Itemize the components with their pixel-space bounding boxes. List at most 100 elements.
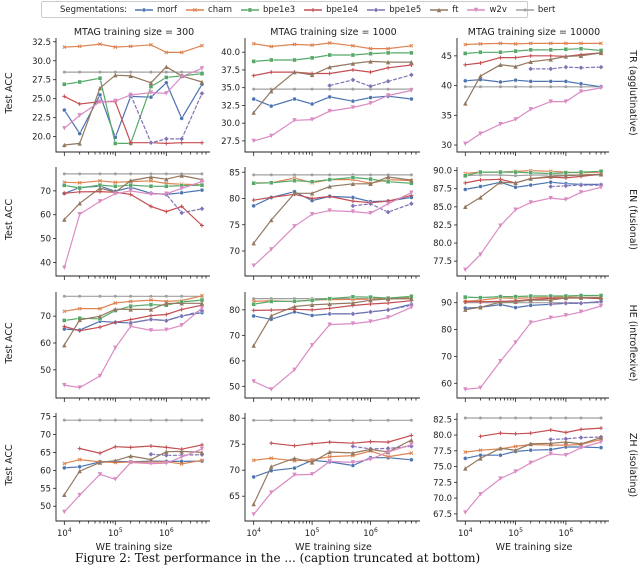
data-point-bert <box>129 294 133 298</box>
data-point-bert <box>252 418 256 422</box>
series-bpe1e3 <box>463 46 604 56</box>
data-point-w2v <box>148 90 154 95</box>
series-line-bpe1e4 <box>79 444 203 454</box>
data-point-bpe1e5 <box>350 443 356 450</box>
data-point-w2v <box>97 472 103 477</box>
data-point-bert <box>98 172 102 176</box>
column-title: MTAG training size = 300 <box>74 27 194 38</box>
data-point-bert <box>514 416 518 420</box>
data-point-bpe1e5 <box>385 209 391 215</box>
data-point-morf <box>409 457 414 462</box>
data-point-ft <box>463 204 468 210</box>
data-point-morf <box>251 313 256 319</box>
data-point-bpe1e3 <box>251 59 256 64</box>
data-point-ft <box>578 172 584 178</box>
y-tick-label: 70.0 <box>433 494 452 504</box>
series-bpe1e3 <box>463 169 604 178</box>
data-point-w2v <box>350 105 356 110</box>
data-point-ft <box>269 464 274 469</box>
legend-item-bpe1e4: bpe1e4 <box>304 5 358 15</box>
data-point-w2v <box>292 367 297 372</box>
data-point-ft <box>563 439 569 445</box>
data-point-bert <box>328 173 332 177</box>
series-bert <box>252 173 413 177</box>
data-point-ft <box>179 173 184 178</box>
data-point-charn <box>113 45 118 50</box>
data-point-morf <box>179 116 184 121</box>
data-point-w2v <box>498 122 503 127</box>
data-point-bert <box>498 416 502 420</box>
legend-swatch-bpe1e4 <box>304 7 323 12</box>
x-tick-label: 105 <box>305 527 320 539</box>
data-point-charn <box>386 46 391 51</box>
y-tick-label: 82.5 <box>433 415 452 425</box>
data-point-bpe1e3 <box>269 57 274 63</box>
data-point-bpe1e3 <box>528 170 533 175</box>
series-bert <box>62 70 204 74</box>
series-ft <box>62 301 205 348</box>
data-point-bpe1e4 <box>528 53 533 58</box>
data-point-ft <box>97 460 103 465</box>
data-point-w2v <box>463 510 468 515</box>
data-point-bpe1e3 <box>269 180 274 185</box>
series-ft <box>463 435 604 471</box>
legend-title: Segmentations: <box>60 4 128 15</box>
series-bpe1e5 <box>547 298 604 307</box>
data-point-ft <box>513 447 518 453</box>
data-point-ft <box>251 240 256 246</box>
data-point-w2v <box>478 385 483 391</box>
row-title: TR (agglutinative) <box>627 49 638 135</box>
data-point-ft <box>409 59 414 65</box>
data-point-bpe1e3 <box>77 79 82 85</box>
data-point-bpe1e5 <box>578 434 584 441</box>
data-point-bert <box>164 294 168 298</box>
y-tick-label: 82.5 <box>433 221 452 231</box>
data-point-bpe1e4 <box>77 189 82 194</box>
data-point-ft <box>528 297 533 303</box>
data-point-bpe1e3 <box>350 294 356 300</box>
data-point-charn <box>563 41 568 46</box>
data-point-bpe1e3 <box>385 50 391 56</box>
data-point-bert <box>549 85 553 89</box>
y-tick-label: 85 <box>229 168 240 178</box>
data-point-bpe1e3 <box>113 184 118 189</box>
data-point-bpe1e5 <box>178 136 185 142</box>
data-point-bpe1e3 <box>148 302 154 307</box>
data-point-w2v <box>251 512 256 517</box>
series-bert <box>463 416 603 420</box>
data-point-bpe1e3 <box>148 184 154 189</box>
data-point-w2v <box>269 490 274 495</box>
panel-r0-c2: 30 35 40 45 <box>441 38 609 156</box>
y-tick-label: 40.0 <box>221 48 240 58</box>
data-point-ft <box>251 343 256 348</box>
panel-r3-c2: 67.5 70.0 72.5 75.0 77.5 80.0 82.5 104 105 106 WE … <box>433 413 609 553</box>
y-axis-label: Test ACC <box>4 444 15 487</box>
y-tick-label: 72.5 <box>433 478 452 488</box>
data-point-bert <box>386 87 390 91</box>
data-point-w2v <box>528 107 533 112</box>
data-point-bpe1e3 <box>513 169 518 175</box>
y-tick-label: 50 <box>40 366 51 376</box>
data-point-morf <box>528 303 533 308</box>
data-point-bpe1e3 <box>251 181 256 186</box>
data-point-ft <box>350 450 356 456</box>
data-point-bpe1e4 <box>269 195 274 200</box>
data-point-ft <box>598 295 604 300</box>
data-point-ft <box>513 299 518 304</box>
series-bpe1e5 <box>127 308 205 326</box>
data-point-bert <box>478 416 482 420</box>
data-point-w2v <box>548 99 553 104</box>
data-point-ft <box>113 458 118 463</box>
data-point-w2v <box>251 138 256 144</box>
data-point-bert <box>293 418 297 422</box>
data-point-w2v <box>350 209 356 214</box>
data-point-bpe1e4 <box>498 431 503 436</box>
data-point-w2v <box>385 201 391 206</box>
data-point-w2v <box>148 192 154 197</box>
data-point-charn <box>463 42 468 47</box>
data-point-w2v <box>513 340 518 345</box>
data-point-w2v <box>77 385 82 390</box>
series-ft <box>251 59 414 115</box>
data-point-morf <box>251 474 256 480</box>
data-point-bert <box>328 87 332 91</box>
